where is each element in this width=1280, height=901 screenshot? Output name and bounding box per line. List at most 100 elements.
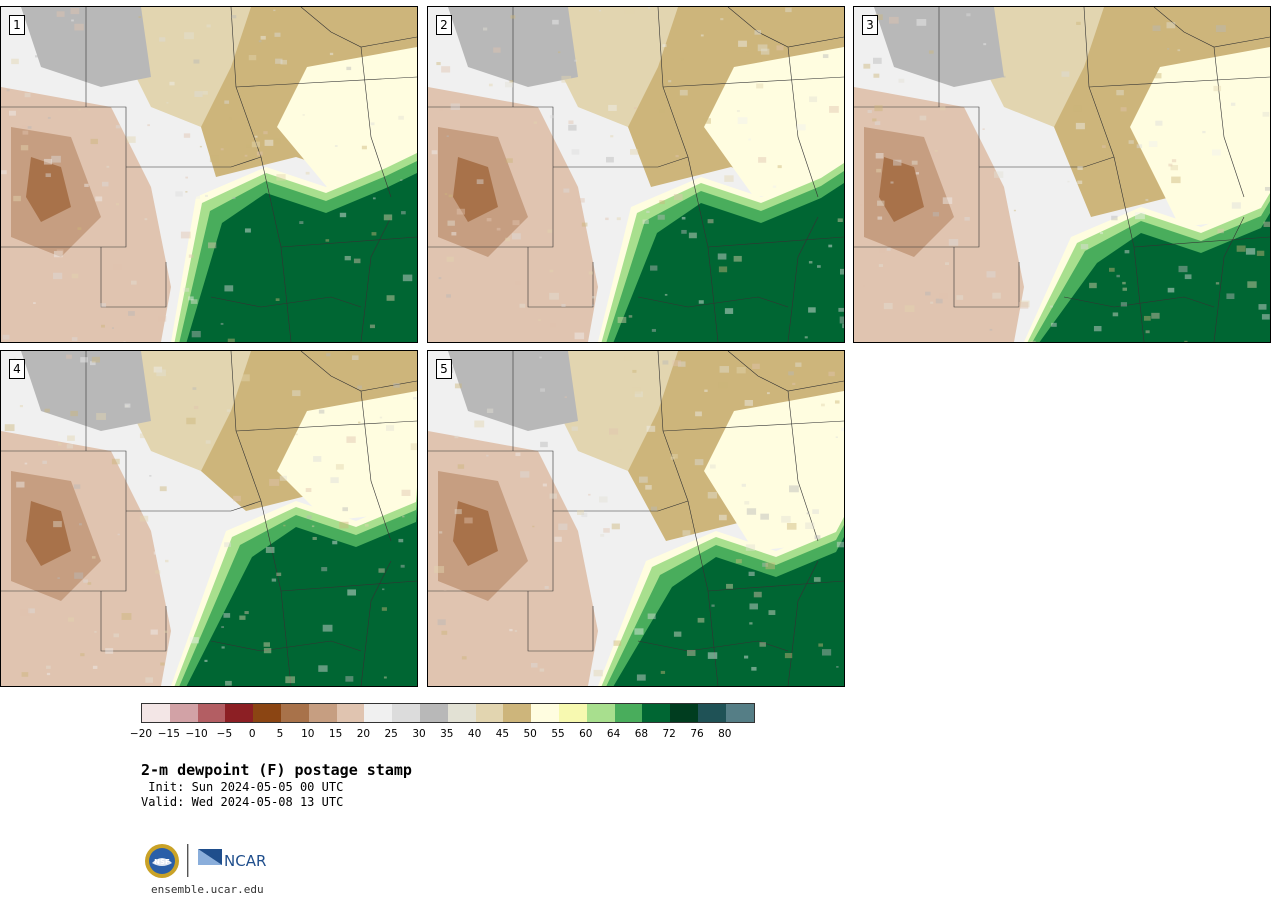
texture-speck [244,228,251,233]
texture-speck [735,559,742,564]
texture-speck [812,509,819,514]
texture-speck [1264,186,1270,191]
texture-speck [339,521,349,529]
texture-speck [193,59,200,64]
texture-speck [646,210,650,214]
texture-speck [875,152,884,159]
moist-region-band [186,507,417,686]
texture-speck [541,451,552,459]
texture-speck [1145,330,1150,334]
texture-speck [966,13,971,17]
texture-speck [441,66,451,73]
texture-speck [166,102,169,104]
texture-speck [13,357,16,360]
colorbar-swatch [308,704,337,722]
texture-speck [746,508,757,515]
texture-speck [792,382,796,386]
texture-speck [225,680,232,686]
texture-speck [610,135,614,138]
texture-speck [2,334,10,340]
state-boundary [280,580,417,592]
texture-speck [199,145,202,148]
texture-speck [90,138,98,145]
colorbar-swatch [253,704,281,722]
texture-speck [185,191,188,193]
texture-speck [482,27,488,31]
texture-speck [611,523,620,530]
texture-speck [27,126,32,129]
texture-speck [283,524,286,527]
texture-speck [599,288,610,296]
texture-speck [1143,315,1151,321]
texture-speck [1100,231,1104,235]
colorbar-tick-label: 72 [662,728,676,740]
texture-speck [100,303,107,308]
texture-speck [603,528,610,533]
texture-speck [263,131,268,135]
state-boundary [1,106,127,248]
texture-speck [618,449,623,453]
colorbar-swatch [225,704,254,722]
colorbar-tick-label: 76 [690,728,704,740]
texture-speck [532,525,535,528]
colorbar-tick-label: 20 [356,728,371,740]
texture-speck [1226,293,1235,300]
state-boundary [360,390,392,542]
pale-yellow-region [1130,47,1270,227]
texture-speck [707,652,718,659]
texture-speck [11,58,19,65]
colorbar-tick-label: 68 [634,728,649,740]
texture-speck [680,58,684,61]
dewpoint-map-4 [1,351,417,686]
nsf-logo-text: NSF [154,858,170,866]
texture-speck [814,535,821,540]
texture-speck [115,203,120,206]
colorbar-ticks: −20 −15 −10 −5 0 5 10 15 20 25 30 35 40 45 50 55 60 64 68 7… [130,728,761,742]
texture-speck [77,227,82,230]
init-time: Init: Sun 2024-05-05 00 UTC [141,780,344,794]
texture-speck [839,316,844,324]
texture-speck [932,212,939,217]
texture-speck [280,59,288,65]
dewpoint-map-1 [1,7,417,342]
state-boundary [1,450,127,592]
texture-speck [42,460,47,464]
texture-speck [56,249,64,255]
texture-speck [749,603,758,610]
texture-speck [1030,340,1036,342]
texture-speck [505,237,511,242]
texture-speck [838,307,844,312]
texture-speck [33,302,36,305]
colorbar-swatch [336,704,365,722]
texture-speck [71,273,79,279]
texture-speck [804,336,808,339]
texture-speck [808,307,816,313]
texture-speck [1148,141,1158,147]
darkest-brown-region [879,157,924,222]
colorbar-tick-label: 40 [467,728,482,740]
texture-speck [398,538,404,543]
texture-speck [476,179,484,185]
texture-speck [1151,312,1160,319]
texture-speck [948,239,959,246]
state-boundary [1153,7,1270,48]
texture-speck [488,83,493,87]
texture-speck [681,229,687,234]
texture-speck [464,517,473,524]
texture-speck [766,392,770,395]
texture-speck [834,400,840,404]
texture-speck [581,222,588,227]
texture-speck [886,247,891,251]
texture-speck [312,536,317,540]
texture-speck [795,362,802,367]
state-boundary [787,390,819,542]
texture-speck [668,80,672,83]
state-boundary [707,580,844,592]
texture-speck [330,477,339,484]
texture-speck [710,464,716,469]
texture-speck [659,109,665,113]
colorbar-tick-label: 15 [328,728,343,740]
texture-speck [382,588,385,591]
darkest-brown-region [453,157,498,222]
texture-speck [19,405,24,408]
